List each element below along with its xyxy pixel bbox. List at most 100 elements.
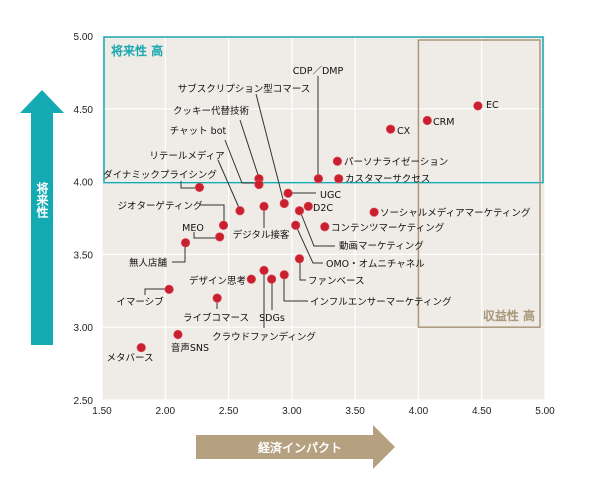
x-axis-label: 経済インパクト <box>258 440 342 455</box>
point-label: OMO・オムニチャネル <box>326 259 425 270</box>
y-tick-label: 5.00 <box>74 32 94 43</box>
data-point <box>212 293 222 303</box>
leader-line <box>224 139 259 184</box>
data-point <box>294 254 305 264</box>
data-point <box>313 174 324 184</box>
x-axis-arrow <box>196 425 395 469</box>
point-label: ジオターゲティング <box>118 200 203 212</box>
point-label: 音声SNS <box>171 342 209 354</box>
data-point <box>164 284 174 294</box>
leader-line <box>239 119 260 179</box>
region-box-future <box>103 36 544 184</box>
data-point <box>173 329 183 340</box>
point-label: ソーシャルメディアマーケティング <box>380 207 531 219</box>
leader-line <box>299 210 335 247</box>
point-label: カスタマーサクセス <box>345 174 430 185</box>
data-point <box>291 220 301 230</box>
data-point <box>136 342 146 353</box>
y-tick-label: 2.50 <box>74 396 94 407</box>
y-tick-label: 3.00 <box>74 323 94 334</box>
leader-line <box>180 181 200 189</box>
region-label-future: 将来性 高 <box>111 43 163 58</box>
point-label: SDGs <box>259 313 285 324</box>
leader-line <box>255 93 285 204</box>
leader-line <box>193 232 220 239</box>
x-tick-label: 2.50 <box>219 406 239 417</box>
leader-line <box>144 288 169 295</box>
point-label: CDP／DMP <box>293 66 344 77</box>
point-label: クッキー代替技術 <box>173 105 250 117</box>
point-label: インフルエンサーマーケティング <box>310 296 452 308</box>
data-point <box>267 274 277 284</box>
plot-background <box>102 36 545 400</box>
point-label: クラウドファンディング <box>212 331 316 343</box>
y-tick-label: 3.50 <box>74 250 94 261</box>
data-point <box>218 220 229 230</box>
data-point <box>279 270 289 280</box>
data-point <box>369 207 379 217</box>
point-label: CRM <box>433 117 454 128</box>
point-label: ダイナミックプライシング <box>103 169 217 181</box>
x-tick-label: 3.50 <box>345 406 365 417</box>
data-point <box>254 179 264 190</box>
point-label: UGC <box>320 190 341 201</box>
data-point <box>246 274 256 284</box>
data-point <box>283 188 293 198</box>
x-tick-label: 5.00 <box>535 406 555 417</box>
point-label: パーソナライゼーション <box>344 156 448 168</box>
x-tick-label: 4.00 <box>409 406 429 417</box>
data-points <box>136 101 483 353</box>
point-label: イマーシブ <box>116 296 164 308</box>
data-point <box>422 115 432 126</box>
point-label: ライブコマース <box>183 312 249 324</box>
data-point <box>259 265 269 276</box>
leader-lines <box>144 76 335 328</box>
x-tick-label: 4.50 <box>472 406 492 417</box>
point-label: デジタル接客 <box>233 229 290 241</box>
point-label: MEO <box>182 223 204 234</box>
leader-line <box>172 243 186 263</box>
y-axis-arrow <box>20 90 64 345</box>
point-label: デザイン思考 <box>189 275 246 287</box>
point-label: チャット bot <box>170 126 227 137</box>
data-point <box>235 206 245 216</box>
x-tick-label: 1.50 <box>92 406 112 417</box>
data-point <box>294 206 305 216</box>
data-point <box>320 222 330 232</box>
point-label: メタバース <box>106 353 153 364</box>
data-point <box>259 201 269 211</box>
point-label: コンテンツマーケティング <box>331 222 445 234</box>
point-label: サブスクリプション型コマース <box>178 83 311 95</box>
data-point <box>215 232 225 242</box>
point-label: D2C <box>313 203 333 214</box>
y-tick-label: 4.50 <box>74 105 94 116</box>
data-point <box>303 201 313 211</box>
x-tick-label: 2.00 <box>156 406 176 417</box>
data-point <box>385 124 396 134</box>
data-point <box>279 198 289 209</box>
data-point <box>332 156 343 166</box>
leader-line <box>295 225 323 264</box>
point-label: ファンベース <box>308 276 365 287</box>
region-label-profit: 収益性 高 <box>483 308 535 323</box>
point-label: 無人店舗 <box>129 257 168 269</box>
leader-line <box>299 259 306 281</box>
x-tick-label: 3.00 <box>282 406 302 417</box>
data-point <box>180 238 191 248</box>
axis-ticks: 1.50 2.00 2.50 3.00 3.50 4.00 4.50 5.00 2.50 3.00… <box>74 32 556 417</box>
region-box-profit <box>417 39 541 328</box>
point-label: EC <box>486 100 499 111</box>
point-label: リテールメディア <box>149 150 224 162</box>
leader-line <box>283 275 308 302</box>
point-label: 動画マーケティング <box>339 240 424 252</box>
leader-line <box>200 204 225 225</box>
data-point <box>334 174 344 184</box>
data-point <box>194 182 205 193</box>
leader-line <box>217 159 241 211</box>
data-point <box>473 101 483 111</box>
y-tick-label: 4.00 <box>74 178 94 189</box>
y-axis-label: 将来性 <box>35 181 49 219</box>
point-label: CX <box>397 126 411 137</box>
